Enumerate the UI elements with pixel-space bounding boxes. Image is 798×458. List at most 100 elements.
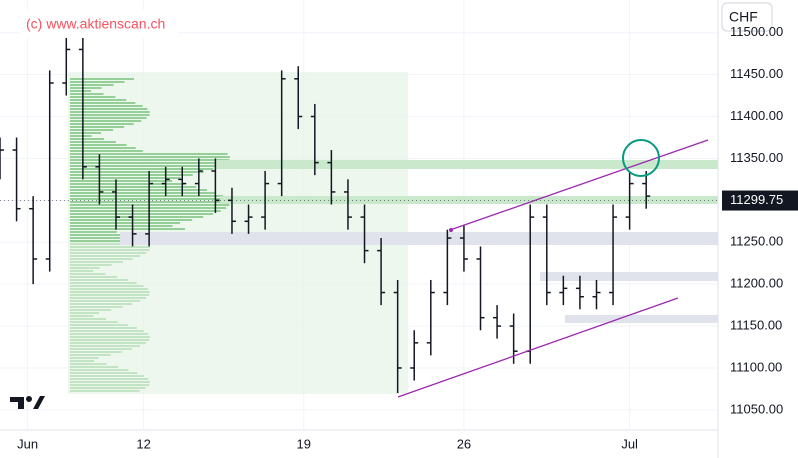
price-bars bbox=[0, 36, 651, 394]
volume-profile-bar bbox=[70, 240, 144, 242]
y-tick-label: 11150.00 bbox=[730, 317, 782, 332]
watermark: (c) www.aktienscan.ch bbox=[26, 16, 165, 32]
ohlc-bar bbox=[410, 330, 419, 381]
y-tick-label: 11100.00 bbox=[730, 359, 782, 374]
volume-profile bbox=[70, 78, 230, 392]
volume-profile-bar bbox=[70, 150, 143, 152]
volume-profile-bar bbox=[70, 306, 123, 308]
ohlc-bar bbox=[559, 275, 568, 306]
volume-profile-bar bbox=[70, 144, 127, 146]
y-tick-label: 11250.00 bbox=[730, 234, 783, 249]
ohlc-bar bbox=[294, 66, 303, 130]
volume-profile-bar bbox=[70, 369, 129, 371]
ohlc-bar bbox=[459, 225, 468, 272]
ohlc-bar bbox=[327, 150, 336, 205]
channel-line bbox=[397, 297, 679, 398]
x-tick-label: 26 bbox=[457, 436, 471, 451]
y-tick-label: 11200.00 bbox=[730, 276, 783, 291]
volume-profile-bar bbox=[70, 273, 106, 275]
volume-profile-bar bbox=[70, 372, 138, 374]
volume-profile-bar bbox=[70, 255, 141, 257]
ohlc-bar bbox=[476, 246, 485, 331]
volume-profile-bar bbox=[70, 99, 127, 101]
volume-profile-bar bbox=[70, 252, 147, 254]
volume-profile-bar bbox=[70, 279, 128, 281]
volume-profile-bar bbox=[70, 297, 146, 299]
volume-profile-bar bbox=[70, 342, 146, 344]
volume-profile-bar bbox=[70, 81, 125, 83]
zone-band bbox=[120, 232, 718, 245]
y-tick-label: 11050.00 bbox=[730, 401, 783, 416]
ohlc-bar bbox=[277, 70, 286, 197]
zone-band bbox=[565, 315, 718, 323]
x-tick-label: 12 bbox=[136, 436, 150, 451]
volume-profile-bar bbox=[70, 324, 129, 326]
ohlc-bar bbox=[443, 229, 452, 306]
ohlc-bar bbox=[12, 137, 21, 222]
volume-profile-bar bbox=[70, 159, 230, 161]
ohlc-bar bbox=[78, 36, 87, 180]
volume-profile-bar bbox=[70, 261, 123, 263]
volume-profile-bar bbox=[70, 108, 148, 110]
ohlc-bar bbox=[575, 275, 584, 310]
ohlc-bar bbox=[95, 154, 104, 205]
zone-band bbox=[220, 196, 718, 204]
volume-profile-bar bbox=[70, 384, 150, 386]
volume-profile-bar bbox=[70, 264, 112, 266]
zone-band bbox=[540, 272, 718, 281]
currency-button[interactable] bbox=[721, 2, 773, 32]
volume-profile-bar bbox=[70, 231, 117, 233]
volume-profile-bar bbox=[70, 309, 112, 311]
ohlc-bar bbox=[360, 204, 369, 264]
ohlc-bar bbox=[426, 279, 435, 356]
volume-profile-bar bbox=[70, 147, 136, 149]
volume-profile-bar bbox=[70, 270, 94, 272]
volume-profile-bar bbox=[70, 216, 204, 218]
volume-profile-bar bbox=[70, 291, 150, 293]
ohlc-bar bbox=[62, 36, 71, 96]
ohlc-bar bbox=[592, 279, 601, 310]
volume-profile-bar bbox=[70, 111, 150, 113]
zone-band bbox=[215, 160, 718, 169]
volume-profile-bar bbox=[70, 192, 216, 194]
volume-profile-bar bbox=[70, 213, 213, 215]
volume-profile-bar bbox=[70, 300, 141, 302]
volume-profile-bar bbox=[70, 96, 116, 98]
volume-profile-bar bbox=[70, 162, 227, 164]
x-tick-label: Jun bbox=[17, 436, 38, 451]
volume-profile-bar bbox=[70, 258, 133, 260]
volume-profile-bar bbox=[70, 381, 150, 383]
volume-profile-bar bbox=[70, 351, 123, 353]
volume-profile-bar bbox=[70, 210, 221, 212]
volume-profile-bar bbox=[70, 120, 142, 122]
volume-profile-bar bbox=[70, 87, 102, 89]
volume-profile-bar bbox=[70, 378, 149, 380]
volume-profile-bar bbox=[70, 168, 214, 170]
volume-profile-bar bbox=[70, 294, 150, 296]
volume-profile-bar bbox=[70, 153, 228, 155]
volume-profile-bar bbox=[70, 219, 193, 221]
volume-profile-bar bbox=[70, 360, 95, 362]
volume-profile-bar bbox=[70, 126, 125, 128]
volume-profile-bar bbox=[70, 90, 92, 92]
channel-line bbox=[449, 139, 709, 231]
currency[interactable]: CHF bbox=[729, 9, 758, 25]
volume-profile-bar bbox=[70, 225, 173, 227]
last-price-label: 11299.75 bbox=[730, 192, 783, 207]
x-tick-label: Jul bbox=[621, 436, 638, 451]
volume-profile-bar bbox=[70, 318, 106, 320]
volume-profile-bar bbox=[70, 180, 173, 182]
volume-profile-bar bbox=[70, 285, 144, 287]
watermark-bg bbox=[20, 10, 178, 38]
volume-profile-bar bbox=[70, 129, 114, 131]
volume-profile-bar bbox=[70, 237, 137, 239]
volume-profile-bar bbox=[70, 387, 146, 389]
volume-profile-bar bbox=[70, 102, 136, 104]
volume-profile-bar bbox=[70, 315, 94, 317]
volume-profile-bar bbox=[70, 357, 99, 359]
ohlc-bar bbox=[609, 204, 618, 306]
ohlc-bar bbox=[161, 166, 170, 197]
volume-profile-bar bbox=[70, 195, 224, 197]
volume-profile-bar bbox=[70, 354, 111, 356]
axes: 11050.00 11100.00 11150.00 11200.00 11250.00… bbox=[0, 24, 798, 451]
